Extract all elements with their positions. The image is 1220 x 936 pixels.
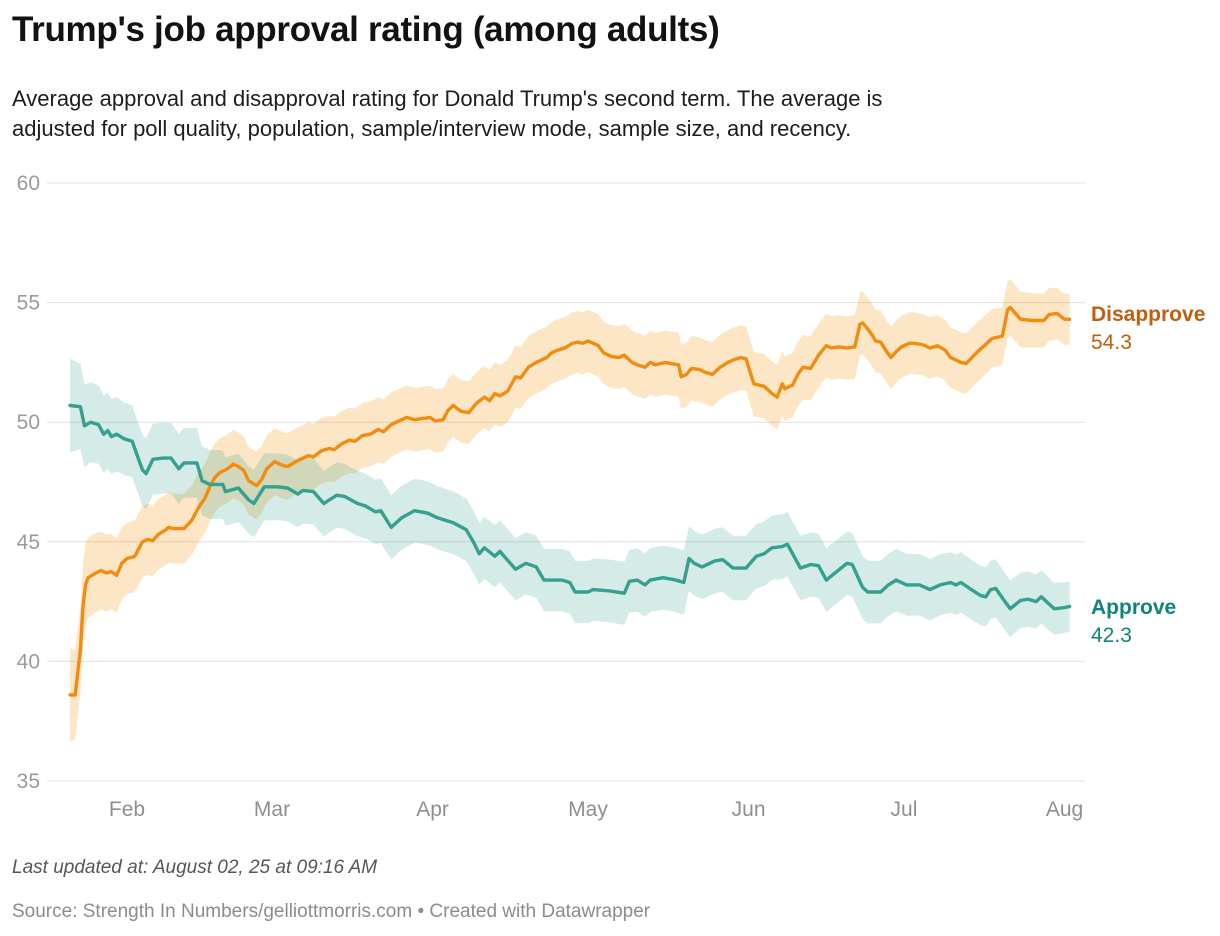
x-tick-label-jun: Jun xyxy=(732,798,766,821)
x-tick-label-jul: Jul xyxy=(891,798,918,821)
x-tick-label-apr: Apr xyxy=(416,798,449,821)
series-name-approve: Approve xyxy=(1091,596,1177,619)
series-value-disapprove: 54.3 xyxy=(1091,331,1132,354)
source-note: Source: Strength In Numbers/gelliottmorr… xyxy=(12,901,651,922)
chart-subtitle: Average approval and disapproval rating … xyxy=(12,84,882,144)
confidence-band-disapprove xyxy=(70,279,1070,742)
subtitle-line-2: adjusted for poll quality, population, s… xyxy=(12,116,852,141)
y-tick-label-60: 60 xyxy=(17,172,40,195)
y-tick-label-35: 35 xyxy=(17,770,40,793)
line-disapprove[interactable] xyxy=(68,305,1072,697)
last-updated-note: Last updated at: August 02, 25 at 09:16 … xyxy=(12,857,378,878)
line-approve[interactable] xyxy=(68,403,1072,611)
y-tick-label-40: 40 xyxy=(17,650,40,673)
series-value-approve: 42.3 xyxy=(1091,624,1132,647)
x-tick-label-feb: Feb xyxy=(109,798,145,821)
y-tick-label-55: 55 xyxy=(17,292,40,315)
y-tick-label-50: 50 xyxy=(17,411,40,434)
series-label-disapprove: Disapprove 54.3 xyxy=(1091,301,1205,357)
chart-title: Trump's job approval rating (among adult… xyxy=(12,10,720,49)
series-label-approve: Approve 42.3 xyxy=(1091,594,1176,650)
x-tick-label-may: May xyxy=(568,798,608,821)
subtitle-line-1: Average approval and disapproval rating … xyxy=(12,86,883,111)
series-name-disapprove: Disapprove xyxy=(1091,303,1206,326)
x-tick-label-aug: Aug xyxy=(1046,798,1083,821)
x-tick-label-mar: Mar xyxy=(254,798,290,821)
x-axis-labels: Feb Mar Apr May Jun Jul Aug xyxy=(109,798,1083,821)
y-tick-label-45: 45 xyxy=(17,531,40,554)
confidence-band-approve xyxy=(70,358,1070,638)
gridlines xyxy=(47,182,1085,782)
y-axis-labels: 60 55 50 45 40 35 xyxy=(17,172,40,793)
